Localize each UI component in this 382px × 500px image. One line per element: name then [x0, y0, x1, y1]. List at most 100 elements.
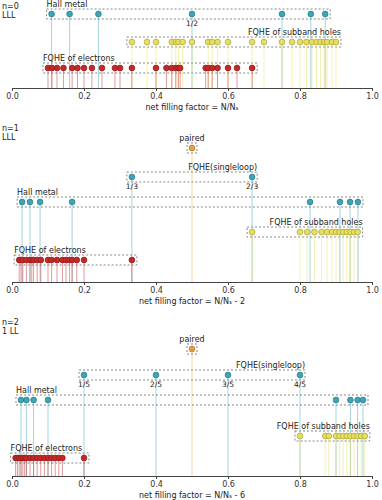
point [304, 39, 310, 45]
tick-mark [300, 88, 301, 91]
point [297, 229, 303, 235]
drop-line [320, 42, 321, 88]
point [189, 346, 195, 352]
tick: 0.4 [150, 88, 163, 101]
axis-title: net filling factor = N/Nₛ - 6 [139, 491, 245, 500]
tick-label: 0.0 [6, 480, 19, 489]
tick: 0.0 [6, 476, 19, 489]
tick: 0.0 [6, 282, 19, 295]
drop-line [350, 232, 351, 282]
drop-line [321, 232, 322, 282]
tick-mark [372, 282, 373, 285]
point [249, 39, 255, 45]
series-label: FQHE of electrons [11, 444, 83, 453]
drop-line [336, 436, 337, 476]
point [322, 11, 328, 17]
tick-label: 0.6 [222, 92, 235, 101]
drop-line [228, 375, 229, 476]
tick-label: 0.8 [294, 480, 307, 489]
point [89, 65, 95, 71]
drop-line [33, 260, 34, 282]
drop-line [339, 232, 340, 282]
point [75, 65, 81, 71]
drop-line [72, 260, 73, 282]
drop-line [51, 260, 52, 282]
point [177, 65, 183, 71]
point [129, 65, 135, 71]
figure: n=0LLL Hall metal1/2FQHE of subband holes… [0, 0, 382, 500]
tick: 0.6 [222, 282, 235, 295]
point [215, 65, 221, 71]
point [319, 229, 325, 235]
drop-line [357, 436, 358, 476]
drop-line [316, 42, 317, 88]
tick: 0.6 [222, 88, 235, 101]
point [69, 199, 75, 205]
drop-line [48, 260, 49, 282]
drop-line [192, 349, 193, 476]
drop-line [22, 260, 23, 282]
x-axis: 0.00.20.40.60.81.0 [6, 282, 379, 295]
drop-line [339, 436, 340, 476]
point [215, 39, 221, 45]
point [24, 397, 30, 403]
drop-line [327, 232, 328, 282]
axis-line [13, 282, 373, 283]
drop-line [324, 42, 325, 88]
panel-subtitle: LLL [2, 11, 16, 20]
tick-label: 1.0 [366, 92, 379, 101]
tick-mark [12, 282, 13, 285]
drop-line [328, 436, 329, 476]
drop-line [332, 42, 333, 88]
series-label: FQHE of electrons [43, 54, 115, 63]
drop-line [300, 42, 301, 88]
point [45, 397, 51, 403]
point [347, 199, 353, 205]
drop-line [343, 232, 344, 282]
drop-line [252, 232, 253, 282]
point [19, 199, 25, 205]
point [279, 11, 285, 17]
row-box [17, 197, 363, 207]
drop-line [354, 436, 355, 476]
tick-label: 0.8 [294, 92, 307, 101]
panel-title: n=2 [2, 318, 19, 327]
tick-mark [12, 476, 13, 479]
tick-mark [228, 476, 229, 479]
tick-mark [84, 476, 85, 479]
tick-mark [84, 88, 85, 91]
series-label: paired [179, 134, 204, 143]
point [81, 257, 87, 263]
drop-line [354, 232, 355, 282]
drop-line [300, 436, 301, 476]
labels: pairedFQHE(singleloop)1/52/53/54/5Hall m… [11, 335, 370, 453]
value-label: 1/5 [78, 380, 90, 389]
drop-line [62, 260, 63, 282]
drop-line [131, 177, 132, 282]
tick-mark [12, 88, 13, 91]
point [49, 11, 55, 17]
point [153, 65, 159, 71]
drop-lines [48, 14, 336, 88]
drop-line [37, 260, 38, 282]
drop-line [325, 14, 326, 88]
panel-title: n=0 [2, 2, 19, 11]
series-label: FQHE(singleloop) [236, 361, 305, 370]
drop-line [76, 260, 77, 282]
point [54, 65, 60, 71]
drop-line [332, 232, 333, 282]
tick-mark [156, 282, 157, 285]
drop-line [300, 232, 301, 282]
point [61, 65, 67, 71]
labels: Hall metal1/2FQHE of subband holesFQHE o… [43, 0, 341, 63]
point [129, 39, 135, 45]
tick-label: 0.4 [150, 92, 163, 101]
labels: pairedFQHE(singleloop)1/32/3Hall metalFQ… [14, 134, 362, 255]
drop-line [311, 42, 312, 88]
tick-mark [156, 88, 157, 91]
row-box [47, 9, 331, 19]
drop-line [69, 260, 70, 282]
tick: 1.0 [366, 282, 379, 295]
value-label: 1/3 [126, 182, 138, 191]
axis-line [13, 88, 373, 89]
